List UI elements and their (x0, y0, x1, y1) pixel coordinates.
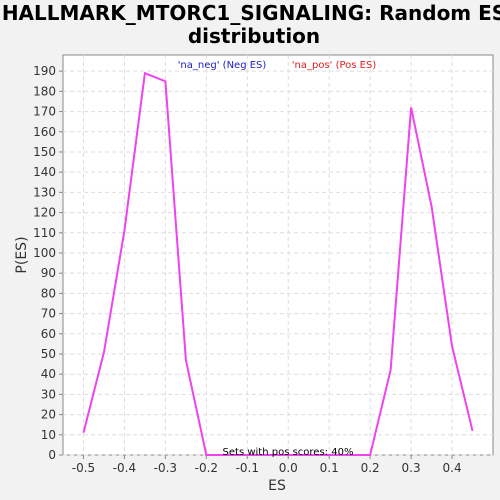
x-axis: -0.5 -0.4 -0.3 -0.2 -0.1 0.0 0.1 0.2 0.3 0.4 (72, 455, 462, 475)
x-tick-label: 0.0 (279, 461, 298, 475)
y-tick-label: 180 (33, 84, 56, 98)
x-tick-label: -0.4 (113, 461, 136, 475)
y-tick-label: 140 (33, 165, 56, 179)
plot-area (62, 54, 494, 456)
y-tick-label: 190 (33, 64, 56, 78)
y-tick-label: 60 (41, 327, 56, 341)
y-tick-label: 130 (33, 185, 56, 199)
x-tick-label: -0.3 (154, 461, 177, 475)
x-tick-label: -0.5 (72, 461, 95, 475)
x-tick-label: 0.2 (361, 461, 380, 475)
y-tick-label: 0 (48, 448, 56, 462)
series (82, 71, 474, 456)
y-tick-label: 80 (41, 286, 56, 300)
chart-title-line2: distribution (188, 24, 320, 48)
y-tick-label: 160 (33, 125, 56, 139)
x-tick-label: -0.2 (195, 461, 218, 475)
y-tick-label: 90 (41, 266, 56, 280)
y-tick-label: 170 (33, 105, 56, 119)
y-tick-label: 110 (33, 226, 56, 240)
x-tick-label: -0.1 (236, 461, 259, 475)
y-tick-label: 120 (33, 206, 56, 220)
y-axis: 0 10 20 30 40 50 60 70 80 90 100 110 120 130 140 150 160… (33, 64, 63, 462)
x-axis-label: ES (268, 478, 286, 494)
y-tick-label: 30 (41, 387, 56, 401)
x-tick-label: 0.4 (443, 461, 462, 475)
legend-entry-neg: 'na_neg' (Neg ES) (178, 60, 267, 71)
chart-title-line1: HALLMARK_MTORC1_SIGNALING: Random ES (2, 1, 500, 25)
y-tick-label: 150 (33, 145, 56, 159)
y-tick-label: 40 (41, 367, 56, 381)
y-axis-label: P(ES) (14, 236, 30, 273)
pos-scores-annotation: Sets with pos scores: 40% (223, 447, 354, 458)
x-tick-label: 0.1 (320, 461, 339, 475)
y-tick-label: 20 (41, 408, 56, 422)
y-tick-label: 50 (41, 347, 56, 361)
legend-entry-pos: 'na_pos' (Pos ES) (292, 60, 377, 71)
y-tick-label: 70 (41, 307, 56, 321)
series-line (82, 71, 474, 456)
y-tick-label: 100 (33, 246, 56, 260)
y-tick-label: 10 (41, 428, 56, 442)
x-tick-label: 0.3 (402, 461, 421, 475)
